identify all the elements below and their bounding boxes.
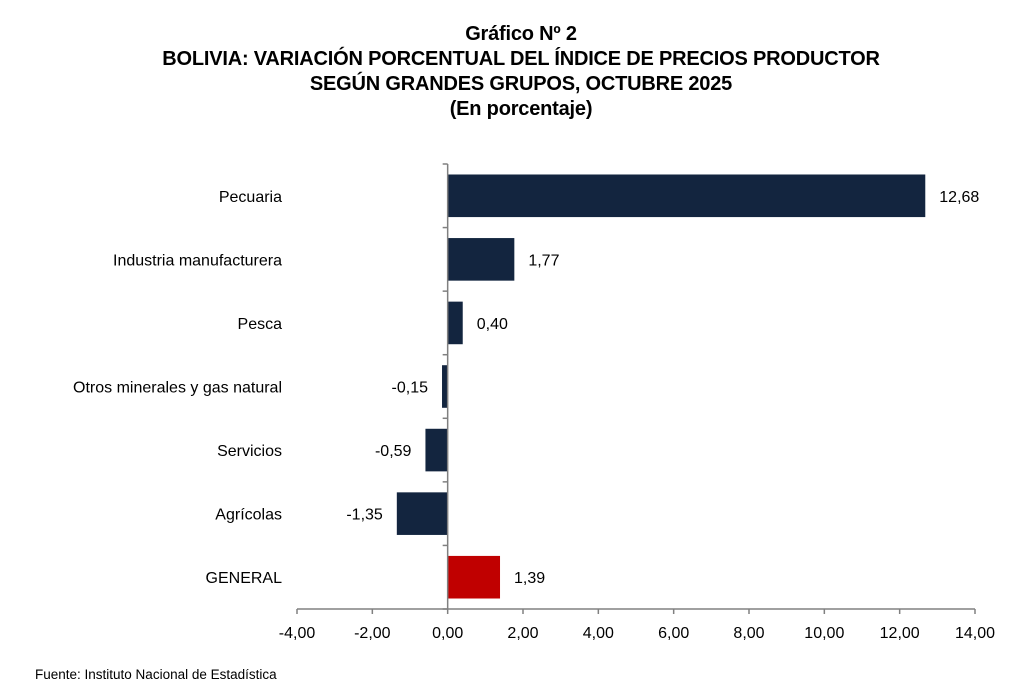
category-label: Servicios — [217, 443, 282, 460]
bar-2 — [447, 301, 463, 345]
category-label: GENERAL — [206, 570, 283, 587]
data-label: 12,68 — [939, 189, 979, 206]
title-line-1: Gráfico Nº 2 — [465, 23, 577, 45]
x-tick-label: 8,00 — [733, 625, 764, 642]
category-label: Pesca — [238, 316, 283, 333]
data-label: -0,59 — [375, 443, 412, 460]
category-label: Otros minerales y gas natural — [73, 380, 282, 397]
x-tick-label: 6,00 — [658, 625, 689, 642]
x-tick-label: -4,00 — [279, 625, 316, 642]
title-line-3: SEGÚN GRANDES GRUPOS, OCTUBRE 2025 — [309, 73, 733, 95]
category-label: Industria manufacturera — [113, 252, 282, 269]
x-tick-label: 2,00 — [507, 625, 538, 642]
x-tick-label: 4,00 — [583, 625, 614, 642]
bar-4 — [425, 428, 448, 472]
bar-3 — [442, 365, 448, 408]
data-label: 1,39 — [514, 570, 545, 587]
x-tick-label: 14,00 — [955, 625, 995, 642]
bar-6 — [447, 555, 501, 599]
title-line-2: BOLIVIA: VARIACIÓN PORCENTUAL DEL ÍNDICE… — [162, 48, 880, 70]
bar-0 — [447, 174, 926, 218]
chart-title: Gráfico Nº 2 BOLIVIA: VARIACIÓN PORCENTU… — [0, 22, 1024, 122]
bar-1 — [447, 238, 515, 281]
source-note: Fuente: Instituto Nacional de Estadístic… — [35, 667, 277, 682]
title-line-4: (En porcentaje) — [449, 98, 593, 120]
x-tick-label: -2,00 — [354, 625, 391, 642]
category-label: Pecuaria — [219, 189, 282, 206]
bar-5 — [396, 492, 448, 535]
data-label: 0,40 — [477, 316, 508, 333]
x-tick-label: 12,00 — [880, 625, 920, 642]
data-label: 1,77 — [528, 252, 559, 269]
x-tick-label: 10,00 — [804, 625, 844, 642]
category-label: Agrícolas — [215, 507, 282, 524]
data-label: -0,15 — [392, 380, 429, 397]
x-tick-label: 0,00 — [432, 625, 463, 642]
data-label: -1,35 — [346, 507, 383, 524]
